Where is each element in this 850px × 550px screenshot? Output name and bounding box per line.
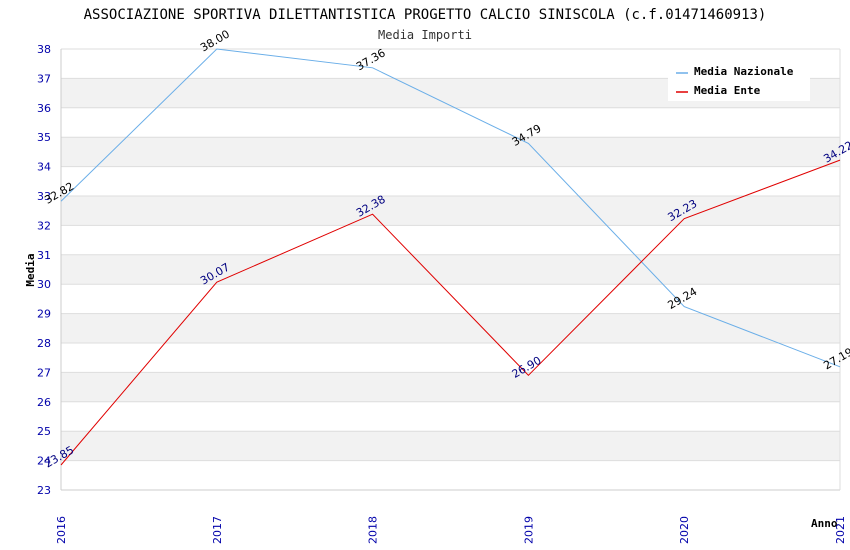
grid-bands: [61, 78, 840, 461]
series-line-ente: [60, 159, 841, 466]
y-tick-label: 32: [37, 219, 51, 232]
grid-band: [61, 196, 840, 226]
chart-subtitle: Media Importi: [378, 28, 472, 42]
x-tick-label: 2017: [211, 516, 224, 544]
x-tick-labels: 2016 2017 2018 2019 2020 2021: [55, 516, 847, 544]
x-tick-label: 2020: [678, 516, 691, 544]
legend-label-nazionale: Media Nazionale: [694, 65, 794, 78]
series-line-nazionale: [60, 48, 841, 368]
grid-band: [61, 372, 840, 402]
grid-band: [61, 313, 840, 343]
y-tick-label: 34: [37, 161, 51, 174]
legend-label-ente: Media Ente: [694, 84, 761, 97]
x-tick-label: 2018: [367, 516, 380, 544]
grid-band: [61, 431, 840, 461]
y-tick-label: 27: [37, 366, 51, 379]
y-tick-label: 24: [37, 455, 51, 468]
legend: Media Nazionale Media Ente: [668, 60, 810, 101]
data-label-nazionale: 29.24: [666, 285, 700, 312]
data-label-nazionale: 27.19: [821, 345, 850, 372]
y-tick-label: 36: [37, 102, 51, 115]
x-tick-label: 2019: [522, 516, 535, 544]
y-axis-title: Media: [24, 253, 37, 286]
grid-band: [61, 254, 840, 285]
grid-lines: [61, 48, 840, 491]
y-tick-label: 29: [37, 308, 51, 321]
data-label-nazionale: 37.36: [354, 46, 388, 73]
x-axis-title: Anno: [811, 517, 838, 530]
series-lines: [60, 48, 841, 466]
y-tick-label: 30: [37, 278, 51, 291]
y-tick-label: 26: [37, 396, 51, 409]
y-tick-label: 38: [37, 43, 51, 56]
y-tick-label: 33: [37, 190, 51, 203]
y-tick-labels: 23 24 25 26 27 28 29 30 31 32 33 34 35 36 37 38: [37, 43, 51, 497]
chart-title: ASSOCIAZIONE SPORTIVA DILETTANTISTICA PR…: [84, 7, 767, 23]
y-tick-label: 35: [37, 131, 51, 144]
grid-band: [61, 137, 840, 167]
x-tick-label: 2021: [834, 516, 847, 544]
y-tick-label: 28: [37, 337, 51, 350]
y-tick-label: 37: [37, 72, 51, 85]
y-tick-label: 25: [37, 425, 51, 438]
data-label-ente: 23.85: [42, 443, 76, 470]
axes: [60, 49, 841, 491]
y-tick-label: 31: [37, 249, 51, 262]
legend-box: [668, 60, 810, 101]
x-tick-label: 2016: [55, 516, 68, 544]
y-tick-label: 23: [37, 484, 51, 497]
